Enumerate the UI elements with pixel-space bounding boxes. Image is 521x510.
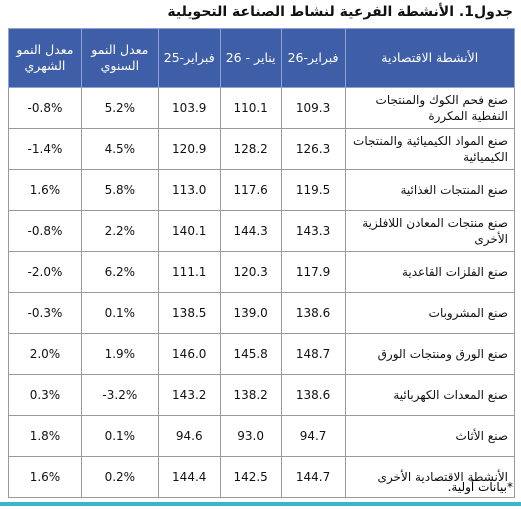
value-cell: 5.8% — [80, 169, 159, 211]
value-cell: 142.5 — [219, 456, 282, 498]
header-row: الأنشطة الاقتصادية فبراير-26 يناير - 26 فبر… — [8, 28, 516, 88]
activity-cell: الأنشطة الاقتصادية الأخرى — [344, 456, 516, 498]
value-cell: 2.0% — [8, 333, 82, 375]
value-cell: -3.2% — [80, 374, 159, 416]
table-row: صنع المنتجات الغذائية 119.5 117.6 113.0 5.8%… — [8, 169, 516, 211]
value-cell: -2.0% — [8, 251, 82, 293]
value-cell: 0.1% — [80, 415, 159, 457]
value-cell: 2.2% — [80, 210, 159, 252]
value-cell: 138.6 — [280, 292, 346, 334]
table-row: صنع الفلزات القاعدية 117.9 120.3 111.1 6.2% -… — [8, 251, 516, 293]
value-cell: 146.0 — [157, 333, 221, 375]
value-cell: 113.0 — [157, 169, 221, 211]
table-row: صنع الأثاث 94.7 93.0 94.6 0.1% 1.8% — [8, 415, 516, 457]
column-header: الأنشطة الاقتصادية — [344, 28, 516, 88]
column-header: يناير - 26 — [219, 28, 282, 88]
table-row: الأنشطة الاقتصادية الأخرى 144.7 142.5 144.4… — [8, 456, 516, 498]
activity-cell: صنع الأثاث — [344, 415, 516, 457]
value-cell: 110.1 — [219, 87, 282, 129]
value-cell: 103.9 — [157, 87, 221, 129]
value-cell: 6.2% — [80, 251, 159, 293]
value-cell: 5.2% — [80, 87, 159, 129]
value-cell: 1.8% — [8, 415, 82, 457]
table-row: صنع منتجات المعادن اللافلزية الأخرى 143.3… — [8, 210, 516, 252]
value-cell: 126.3 — [280, 128, 346, 170]
table-title: جدول1. الأنشطة الفرعية لنشاط الصناعة الت… — [167, 4, 513, 20]
value-cell: 0.1% — [80, 292, 159, 334]
activity-cell: صنع الورق ومنتجات الورق — [344, 333, 516, 375]
value-cell: 128.2 — [219, 128, 282, 170]
value-cell: 138.6 — [280, 374, 346, 416]
value-cell: -0.3% — [8, 292, 82, 334]
value-cell: 1.6% — [8, 456, 82, 498]
value-cell: -0.8% — [8, 210, 82, 252]
bottom-rule — [0, 502, 521, 506]
activity-cell: صنع الفلزات القاعدية — [344, 251, 516, 293]
value-cell: 93.0 — [219, 415, 282, 457]
value-cell: 145.8 — [219, 333, 282, 375]
value-cell: 117.9 — [280, 251, 346, 293]
value-cell: 144.7 — [280, 456, 346, 498]
value-cell: 94.6 — [157, 415, 221, 457]
value-cell: 109.3 — [280, 87, 346, 129]
value-cell: 120.3 — [219, 251, 282, 293]
value-cell: 138.2 — [219, 374, 282, 416]
value-cell: 138.5 — [157, 292, 221, 334]
value-cell: 0.3% — [8, 374, 82, 416]
activity-cell: صنع منتجات المعادن اللافلزية الأخرى — [344, 210, 516, 252]
value-cell: 1.9% — [80, 333, 159, 375]
data-table: الأنشطة الاقتصادية فبراير-26 يناير - 26 فبر… — [8, 28, 516, 498]
value-cell: 117.6 — [219, 169, 282, 211]
value-cell: -1.4% — [8, 128, 82, 170]
value-cell: 1.6% — [8, 169, 82, 211]
value-cell: 144.4 — [157, 456, 221, 498]
column-header: فبراير-25 — [157, 28, 221, 88]
value-cell: -0.8% — [8, 87, 82, 129]
activity-cell: صنع المنتجات الغذائية — [344, 169, 516, 211]
activity-cell: صنع فحم الكوك والمنتجات النفطية المكررة — [344, 87, 516, 129]
table-row: صنع المعدات الكهربائية 138.6 138.2 143.2 -3.… — [8, 374, 516, 416]
value-cell: 143.3 — [280, 210, 346, 252]
activity-cell: صنع المشروبات — [344, 292, 516, 334]
value-cell: 111.1 — [157, 251, 221, 293]
activity-cell: صنع المعدات الكهربائية — [344, 374, 516, 416]
value-cell: 143.2 — [157, 374, 221, 416]
activity-cell: صنع المواد الكيميائية والمنتجات الكيميائ… — [344, 128, 516, 170]
column-header: معدل النمو السنوي — [80, 28, 159, 88]
value-cell: 120.9 — [157, 128, 221, 170]
value-cell: 4.5% — [80, 128, 159, 170]
value-cell: 94.7 — [280, 415, 346, 457]
column-header: فبراير-26 — [280, 28, 346, 88]
table-row: صنع فحم الكوك والمنتجات النفطية المكررة 1… — [8, 87, 516, 129]
table-row: صنع المواد الكيميائية والمنتجات الكيميائ… — [8, 128, 516, 170]
value-cell: 139.0 — [219, 292, 282, 334]
value-cell: 0.2% — [80, 456, 159, 498]
table-row: صنع الورق ومنتجات الورق 148.7 145.8 146.0 1.… — [8, 333, 516, 375]
column-header: معدل النمو الشهري — [8, 28, 82, 88]
value-cell: 119.5 — [280, 169, 346, 211]
value-cell: 148.7 — [280, 333, 346, 375]
value-cell: 140.1 — [157, 210, 221, 252]
table-body: صنع فحم الكوك والمنتجات النفطية المكررة 1… — [8, 87, 516, 498]
value-cell: 144.3 — [219, 210, 282, 252]
footnote: *بيانات أولية. — [447, 480, 513, 494]
table-row: صنع المشروبات 138.6 139.0 138.5 0.1% -0.3% — [8, 292, 516, 334]
